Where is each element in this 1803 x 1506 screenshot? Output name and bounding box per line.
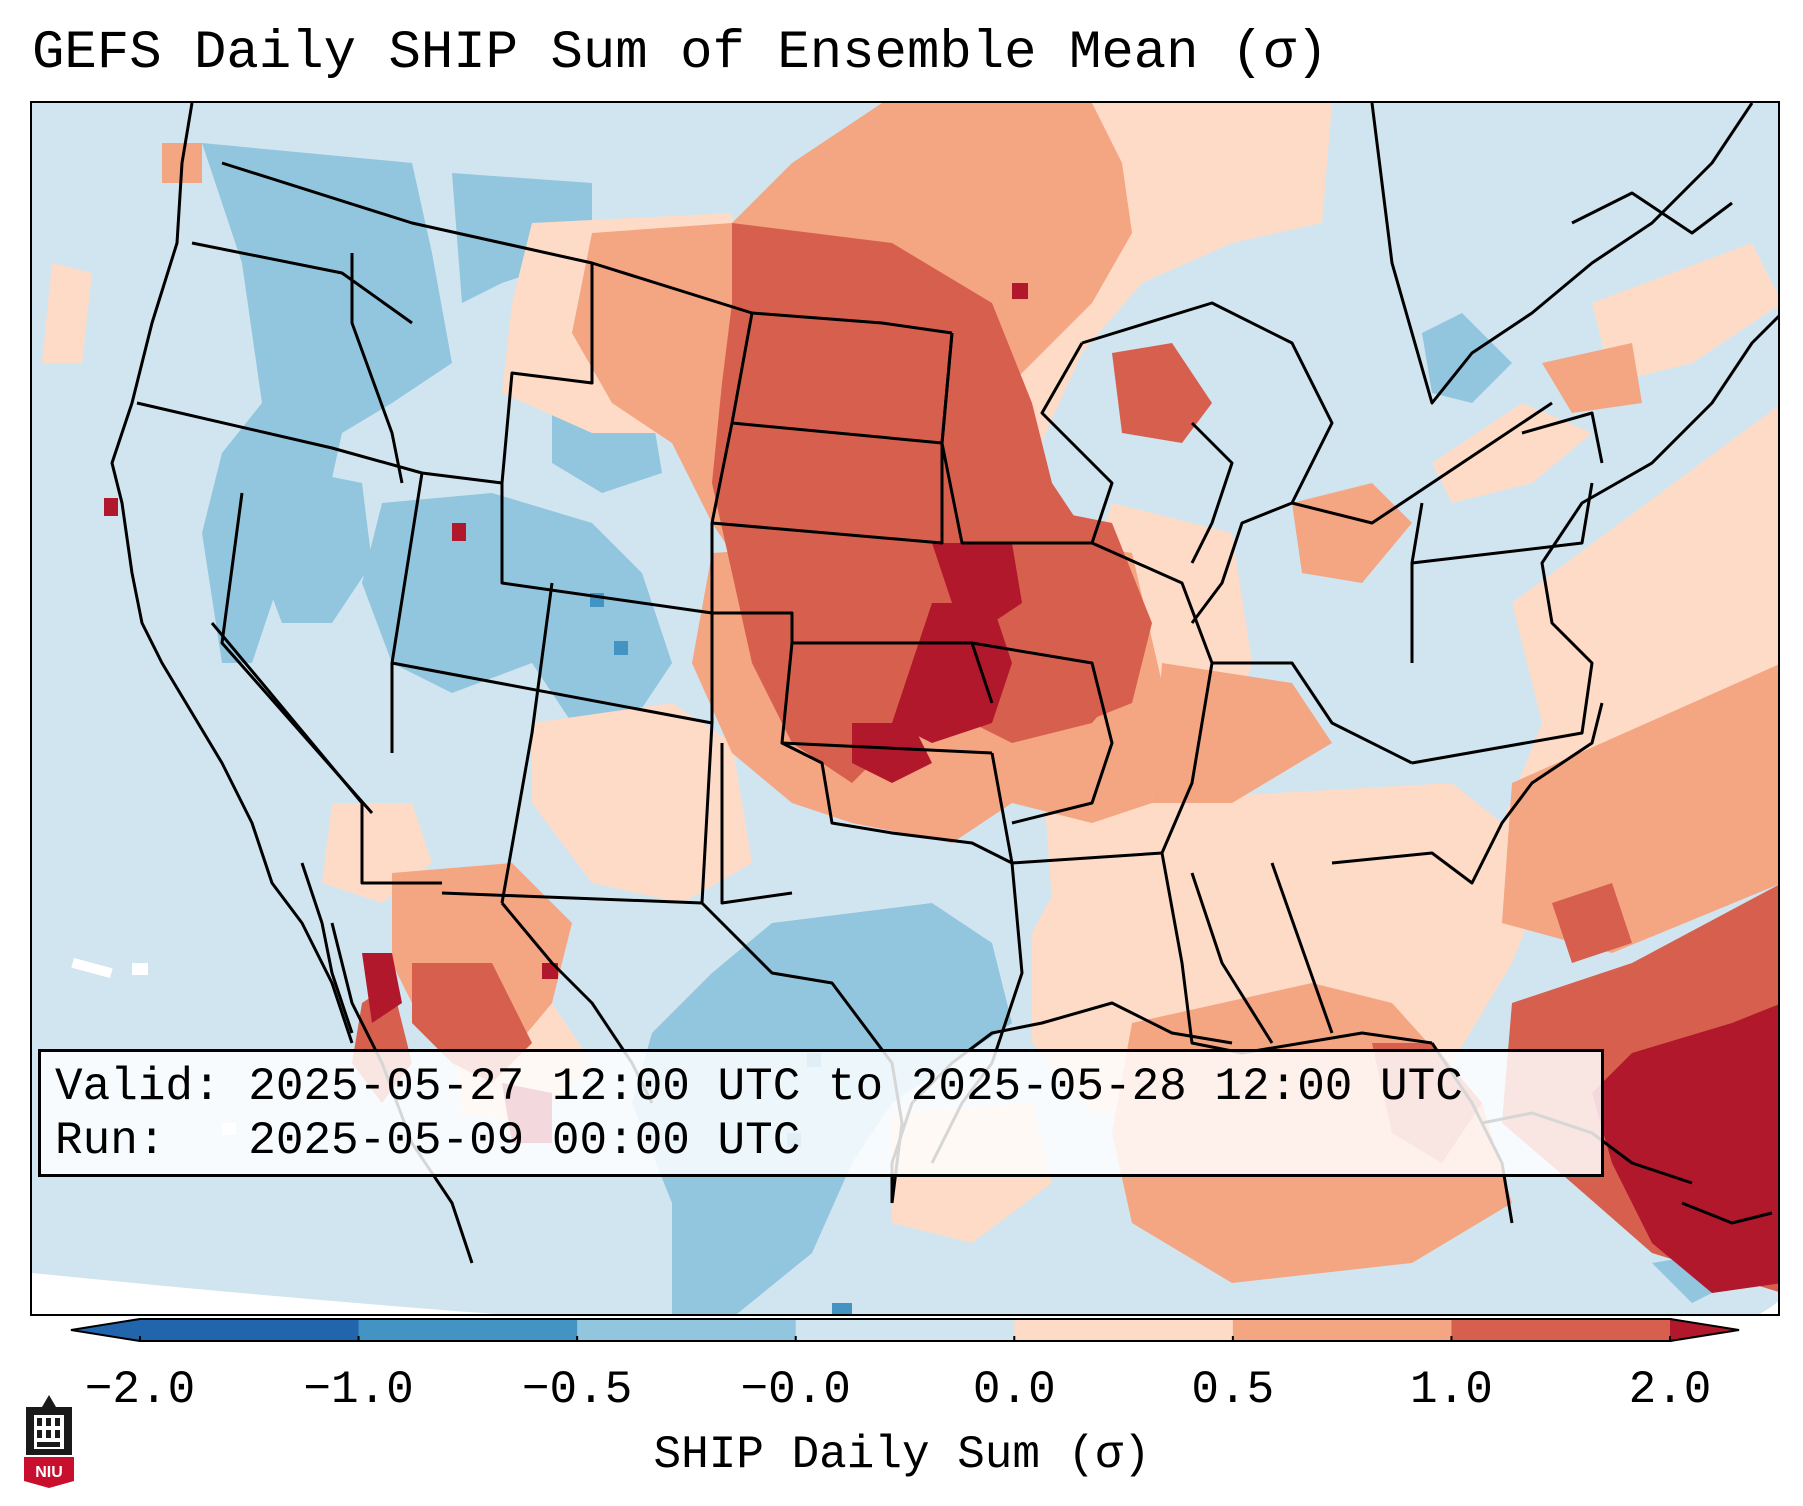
colorbar-tick-label: 0.0 — [972, 1364, 1056, 1416]
colorbar-label: SHIP Daily Sum (σ) — [653, 1429, 1151, 1481]
colorbar-bin — [1014, 1318, 1234, 1342]
niu-logo-icon: NIU — [20, 1393, 78, 1489]
projection-edge — [32, 1273, 496, 1314]
colorbar-tick-label: 2.0 — [1628, 1364, 1712, 1416]
negative-anomaly-west — [202, 143, 1732, 1314]
colorbar-tick-label: 1.0 — [1410, 1364, 1493, 1416]
colorbar-tick-label: −1.0 — [303, 1364, 414, 1416]
colorbar-bin — [577, 1318, 797, 1342]
run-time-text: Run: 2025-05-09 00:00 UTC — [55, 1115, 801, 1167]
colorbar-tick-label: −2.0 — [84, 1364, 196, 1416]
valid-time-text: Valid: 2025-05-27 12:00 UTC to 2025-05-2… — [55, 1061, 1463, 1113]
colorbar-bin — [1451, 1318, 1671, 1342]
colorbar-bin — [795, 1318, 1015, 1342]
colorbar-over-arrow — [1670, 1318, 1740, 1342]
colorbar-bin — [358, 1318, 578, 1342]
colorbar-bin — [140, 1318, 360, 1342]
colorbar-tick-label: −0.0 — [740, 1364, 851, 1416]
colorbar-tick-label: 0.5 — [1191, 1364, 1275, 1416]
colorbar — [70, 1318, 1740, 1342]
colorbar-tick-label: −0.5 — [521, 1364, 633, 1416]
validity-info-box: Valid: 2025-05-27 12:00 UTC to 2025-05-2… — [38, 1049, 1604, 1177]
colorbar-bin — [1232, 1318, 1452, 1342]
colorbar-under-arrow — [70, 1318, 140, 1342]
svg-text:NIU: NIU — [35, 1464, 63, 1481]
map-title: GEFS Daily SHIP Sum of Ensemble Mean (σ) — [32, 23, 1329, 84]
positive-anomaly-extreme — [104, 283, 1778, 1293]
